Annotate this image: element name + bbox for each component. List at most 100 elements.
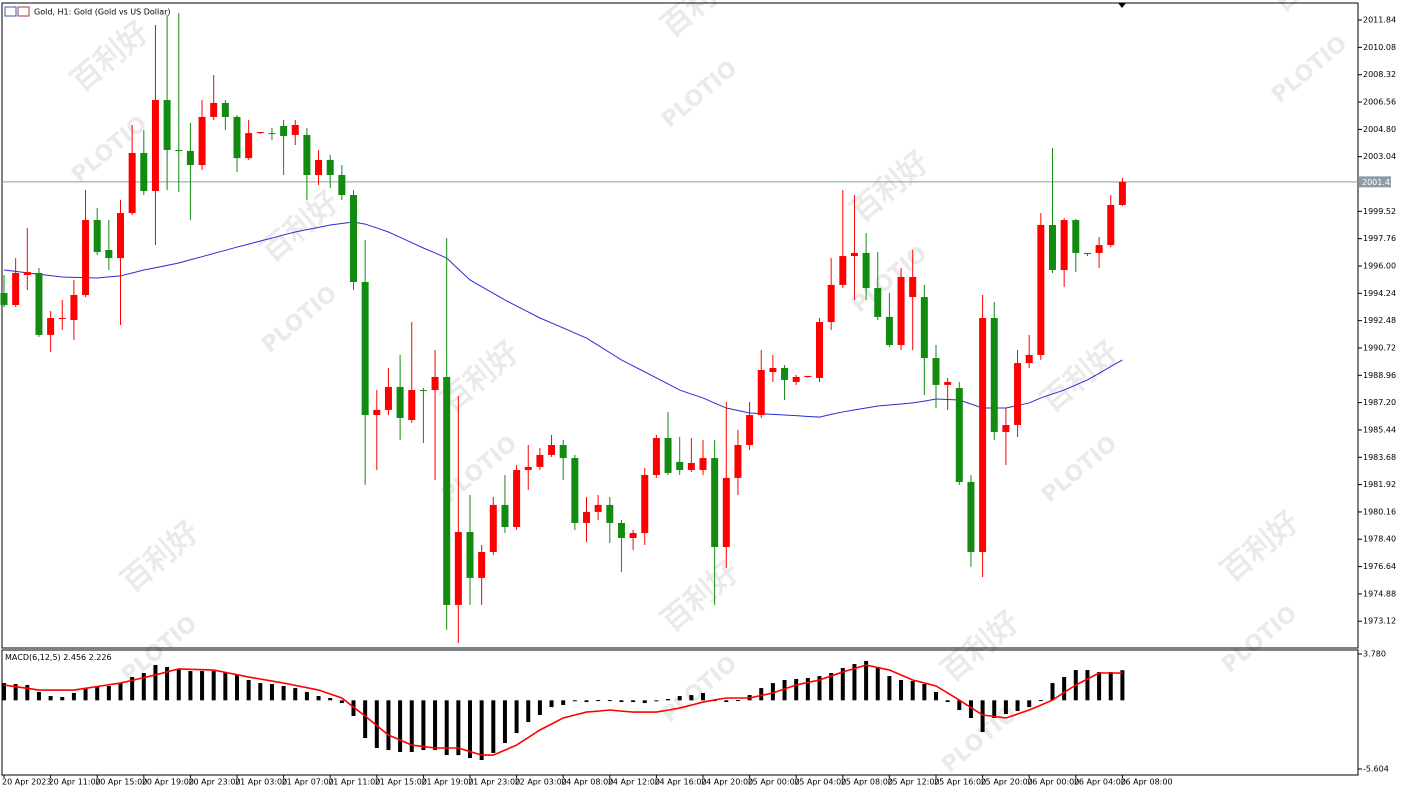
macd-bar [537, 700, 542, 716]
macd-bar [922, 684, 927, 701]
candle-body [874, 288, 882, 317]
candle-body [280, 125, 288, 137]
macd-bar [549, 700, 554, 708]
macd-bar [316, 696, 321, 701]
y-tick-label: 2004.80 [1363, 125, 1396, 134]
macd-bar [351, 700, 356, 717]
chart-title: Gold, H1: Gold (Gold vs US Dollar) [34, 8, 171, 17]
candle-body [816, 322, 823, 378]
candle-body [955, 388, 963, 482]
candle-body [652, 438, 660, 475]
candle-body [792, 377, 800, 382]
x-tick-label: 20 Apr 11:00 [49, 778, 101, 787]
candle-body [746, 415, 754, 446]
chart-icon [4, 6, 17, 17]
macd-bar [258, 683, 263, 701]
candle-body [175, 150, 183, 152]
candle-body [454, 531, 462, 605]
x-tick-label: 24 Apr 20:00 [701, 778, 753, 787]
macd-bar [561, 700, 566, 705]
macd-bar [409, 700, 414, 753]
macd-bar [60, 697, 65, 701]
y-tick-label: 1987.20 [1363, 398, 1396, 407]
x-tick-label: 26 Apr 00:00 [1027, 778, 1079, 787]
macd-bar [910, 680, 915, 701]
candle-body [1118, 181, 1126, 205]
candle-body [1037, 225, 1045, 355]
macd-bar [433, 700, 438, 751]
x-tick-label: 21 Apr 11:00 [328, 778, 380, 787]
x-tick-label: 20 Apr 2023 [2, 778, 51, 787]
candle-body [1049, 225, 1056, 271]
candle-body [932, 358, 940, 385]
candle-body [70, 295, 78, 321]
macd-bar [735, 700, 740, 702]
macd-bar [13, 684, 18, 701]
x-tick-label: 26 Apr 08:00 [1120, 778, 1172, 787]
y-tick-label: 2010.08 [1363, 43, 1396, 52]
candle-body [256, 132, 264, 134]
candle-body [862, 252, 870, 289]
macd-bar [724, 700, 729, 703]
x-tick-label: 21 Apr 15:00 [375, 778, 427, 787]
macd-bar [386, 700, 391, 751]
macd-bar [95, 686, 100, 701]
x-tick-label: 21 Apr 03:00 [235, 778, 287, 787]
candle-body [303, 134, 311, 176]
candle-body [548, 445, 556, 455]
y-tick-label: 3.780 [1363, 650, 1386, 659]
macd-bar [502, 700, 507, 743]
macd-bar [456, 700, 461, 756]
macd-bar [246, 679, 251, 701]
y-tick-label: 1994.24 [1363, 289, 1396, 298]
candle-body [396, 386, 404, 418]
candle-body [990, 318, 998, 432]
candle-body [1072, 220, 1080, 253]
macd-bar [992, 700, 997, 718]
macd-bar [25, 685, 30, 701]
x-tick-label: 25 Apr 12:00 [887, 778, 939, 787]
macd-bar [1120, 670, 1125, 701]
macd-bar [421, 700, 426, 751]
macd-bar [165, 666, 170, 701]
macd-name: MACD(6,12,5) [5, 653, 61, 662]
y-tick-label: 1992.48 [1363, 316, 1396, 325]
macd-bar [1038, 700, 1043, 702]
y-tick-label: 1990.72 [1363, 343, 1396, 352]
candle-body [291, 125, 299, 135]
macd-bar [1108, 672, 1113, 701]
y-tick-label: 2006.56 [1363, 98, 1396, 107]
candle-body [1025, 354, 1033, 364]
y-tick-label: 1988.96 [1363, 371, 1396, 380]
macd-bar [1097, 672, 1102, 701]
macd-bar [701, 692, 705, 701]
candle-body [1002, 424, 1010, 432]
y-tick-label: 1974.88 [1363, 589, 1396, 598]
candle-body [909, 277, 917, 298]
main-panel-frame [1, 2, 1359, 649]
macd-bar [642, 700, 647, 704]
candle-body [711, 458, 719, 548]
macd-bar [398, 700, 403, 753]
candle-body [163, 100, 171, 151]
candle-body [128, 152, 136, 214]
candle-body [687, 463, 695, 471]
macd-bar [1027, 700, 1032, 708]
candle-body [501, 504, 509, 527]
macd-bar [607, 700, 612, 702]
macd-bar [968, 700, 973, 718]
candle-body [47, 318, 55, 335]
x-tick-label: 20 Apr 15:00 [95, 778, 147, 787]
candle-body [151, 100, 159, 192]
candle-body [967, 481, 975, 552]
macd-panel-frame [1, 649, 1359, 776]
macd-bar [1003, 700, 1008, 715]
macd-bar [840, 667, 845, 701]
candle-body [1014, 363, 1022, 425]
candle-body [326, 159, 334, 176]
candle-body [850, 252, 858, 257]
candle-body [443, 377, 451, 605]
macd-bar [526, 700, 531, 723]
candle-body [583, 511, 590, 523]
candle-body [827, 284, 835, 323]
